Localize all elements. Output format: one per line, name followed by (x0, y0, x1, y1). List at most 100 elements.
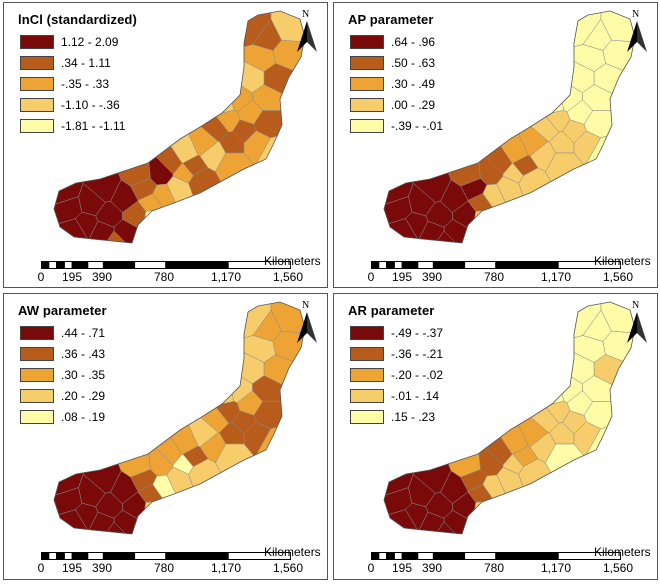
scale-tick: 195 (391, 561, 413, 575)
map-district (412, 11, 602, 53)
map-panel-lncl: lnCl (standardized) 1.12 - 2.09 .34 - 1.… (3, 2, 328, 288)
map-district (253, 401, 305, 430)
map-district (388, 11, 481, 187)
region-outline (383, 301, 636, 535)
map-district (106, 50, 199, 164)
scale-bar (371, 552, 621, 560)
scale-tick: 780 (483, 270, 505, 284)
map-district (436, 341, 529, 455)
legend-swatch (350, 56, 384, 70)
map-district (583, 401, 635, 430)
scale-tick: 195 (61, 270, 83, 284)
legend-swatch (20, 35, 54, 49)
legend-swatch (350, 410, 384, 424)
north-arrow-icon: N (296, 300, 318, 344)
legend-label: .15 - .23 (391, 410, 436, 424)
map-district (58, 302, 151, 478)
region-outline (53, 10, 306, 244)
scale-tick: 0 (37, 270, 45, 284)
legend-label: .08 - .19 (61, 410, 106, 424)
scale-tick: 780 (483, 561, 505, 575)
legend-label: .30 - .49 (391, 77, 436, 91)
north-label: N (302, 9, 310, 20)
map-district (172, 453, 194, 475)
scale-tick: 0 (37, 561, 45, 575)
map-district (388, 302, 481, 478)
map-district (436, 50, 529, 164)
legend-label: .44 - .71 (61, 326, 106, 340)
legend-swatch (20, 56, 54, 70)
scale-bar (41, 552, 291, 560)
map-district (85, 220, 115, 243)
map-district (172, 162, 194, 184)
map-district (432, 46, 513, 175)
north-label: N (632, 9, 640, 20)
map-district (415, 511, 445, 534)
legend-label: -1.81 - -1.11 (61, 119, 126, 133)
scale-tick: 195 (61, 561, 83, 575)
choropleth-map (53, 301, 306, 535)
legend-title: AW parameter (18, 303, 107, 318)
scale-unit: Kilometers (594, 254, 651, 268)
map-panel-ar: AR parameter -.49 - -.37 -.36 - -.21 -.2… (333, 293, 658, 580)
legend-label: -.36 - -.21 (391, 347, 444, 361)
legend-title: AR parameter (348, 303, 435, 318)
region-outline (53, 301, 306, 535)
scale-tick: 195 (391, 270, 413, 284)
legend-label: -.49 - -.37 (391, 326, 444, 340)
legend-swatch (350, 77, 384, 91)
legend-label: -1.10 - -.36 (61, 98, 120, 112)
legend-title: AP parameter (348, 12, 434, 27)
choropleth-map (53, 10, 306, 244)
scale-unit: Kilometers (264, 545, 321, 559)
legend-swatch (20, 347, 54, 361)
region-outline (383, 10, 636, 244)
scale-tick: 390 (421, 561, 443, 575)
legend-swatch (20, 368, 54, 382)
scale-tick: 1,560 (272, 561, 304, 575)
legend-swatch (20, 410, 54, 424)
scale-tick: 0 (367, 270, 375, 284)
scale-tick: 390 (91, 270, 113, 284)
north-arrow-icon: N (626, 300, 648, 344)
legend-swatch (350, 347, 384, 361)
legend-swatch (20, 98, 54, 112)
legend-label: -.39 - -.01 (391, 119, 444, 133)
scale-unit: Kilometers (264, 254, 321, 268)
legend-label: .50 - .63 (391, 56, 436, 70)
legend-label: .64 - .96 (391, 35, 436, 49)
map-district (85, 511, 115, 534)
legend-swatch (20, 119, 54, 133)
legend-swatch (20, 326, 54, 340)
north-arrow-icon: N (296, 9, 318, 53)
scale-tick: 1,170 (210, 270, 242, 284)
map-panel-ap: AP parameter .64 - .96 .50 - .63 .30 - .… (333, 2, 658, 288)
map-district (253, 110, 305, 139)
map-district (82, 302, 272, 344)
north-arrow-icon: N (626, 9, 648, 53)
legend-swatch (20, 77, 54, 91)
scale-unit: Kilometers (594, 545, 651, 559)
legend-label: -.35 - .33 (61, 77, 110, 91)
scale-tick: 0 (367, 561, 375, 575)
legend-label: .20 - .29 (61, 389, 106, 403)
map-district (415, 220, 445, 243)
choropleth-map (383, 10, 636, 244)
legend-swatch (350, 119, 384, 133)
map-district (106, 341, 199, 455)
scale-tick: 1,560 (602, 561, 634, 575)
scale-tick: 780 (153, 270, 175, 284)
scale-tick: 1,560 (272, 270, 304, 284)
legend-swatch (350, 326, 384, 340)
legend-swatch (350, 98, 384, 112)
scale-tick: 390 (421, 270, 443, 284)
legend-label: .36 - .43 (61, 347, 106, 361)
legend-swatch (350, 389, 384, 403)
scale-tick: 1,170 (210, 561, 242, 575)
legend-swatch (350, 35, 384, 49)
scale-tick: 390 (91, 561, 113, 575)
scale-tick: 1,560 (602, 270, 634, 284)
legend-label: 1.12 - 2.09 (61, 35, 119, 49)
map-district (502, 453, 524, 475)
north-label: N (302, 300, 310, 311)
